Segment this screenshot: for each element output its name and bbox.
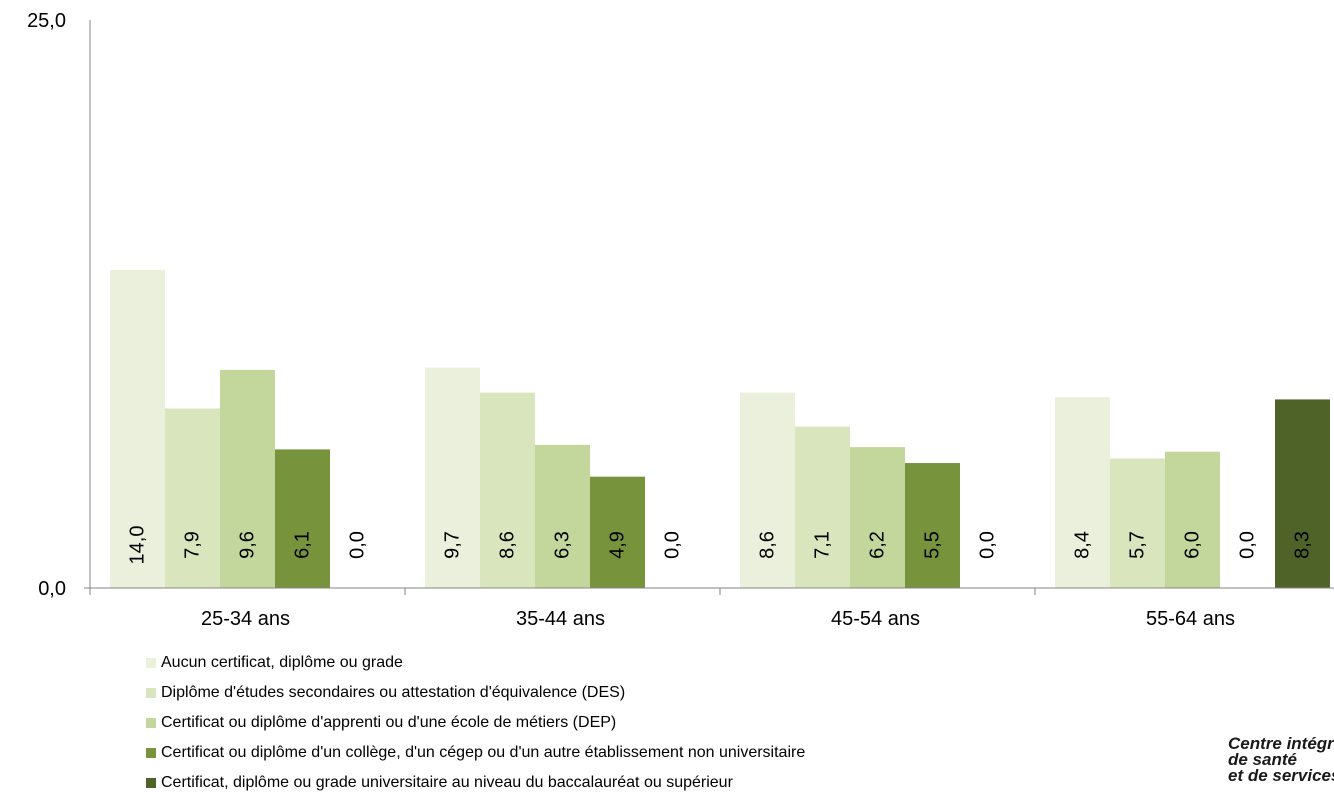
- legend-swatch: [146, 718, 156, 728]
- legend-label: Certificat, diplôme ou grade universitai…: [161, 774, 733, 791]
- legend: Aucun certificat, diplôme ou grade Diplôm…: [146, 648, 805, 798]
- legend-swatch: [146, 748, 156, 758]
- bar-1-2: [165, 408, 220, 588]
- y-tick-label: 0,0: [38, 578, 66, 600]
- bar-3-1: [740, 392, 795, 588]
- legend-item: Certificat ou diplôme d'apprenti ou d'un…: [146, 708, 805, 738]
- legend-item: Certificat ou diplôme d'un collège, d'un…: [146, 738, 805, 768]
- x-tick-label: 25-34 ans: [201, 608, 290, 630]
- bar-1-3: [220, 369, 275, 588]
- bar-value-label: 14,0: [127, 526, 149, 565]
- bar-3-2: [795, 426, 850, 588]
- bar-value-label: 6,2: [867, 531, 889, 559]
- bar-1-1: [110, 269, 165, 588]
- bar-3-4: [905, 463, 960, 588]
- legend-label: Certificat ou diplôme d'un collège, d'un…: [161, 744, 806, 761]
- legend-label: Aucun certificat, diplôme ou grade: [161, 654, 403, 671]
- bar-2-4: [590, 476, 645, 588]
- bar-4-2: [1110, 458, 1165, 588]
- bar-value-label: 0,0: [977, 531, 999, 559]
- bar-value-label: 5,5: [922, 531, 944, 559]
- legend-item: Aucun certificat, diplôme ou grade: [146, 648, 805, 678]
- legend-swatch: [146, 688, 156, 698]
- bar-value-label: 0,0: [1237, 531, 1259, 559]
- bar-value-label: 7,9: [182, 531, 204, 559]
- logo-line-3: et de services sociaux: [1228, 766, 1334, 785]
- bar-2-1: [425, 367, 480, 588]
- legend-label: Diplôme d'études secondaires ou attestat…: [161, 684, 626, 701]
- x-tick-label: 55-64 ans: [1146, 608, 1235, 630]
- legend-item: Diplôme d'études secondaires ou attestat…: [146, 678, 805, 708]
- bar-1-4: [275, 449, 330, 588]
- bar-value-label: 8,6: [497, 531, 519, 559]
- bar-chart: 14,0 9,7 8,6 8,4 7,9 8,6 7,1 5,7 9,6 6,3 6,2 6,0 6,1…: [27, 10, 1334, 630]
- legend-label: Certificat ou diplôme d'apprenti ou d'un…: [161, 714, 617, 731]
- y-tick-label: 25,0: [27, 10, 66, 32]
- bar-4-1: [1055, 397, 1110, 588]
- bar-value-label: 6,1: [292, 531, 314, 559]
- x-tick-label: 45-54 ans: [831, 608, 920, 630]
- bar-2-2: [480, 392, 535, 588]
- bar-value-label: 8,6: [757, 531, 779, 559]
- bar-4-5: [1275, 399, 1330, 588]
- bar-value-label: 0,0: [662, 531, 684, 559]
- bar-4-3: [1165, 451, 1220, 588]
- logo-line-2: de santé: [1228, 750, 1297, 769]
- data-labels-layer: 14,0 9,7 8,6 8,4 7,9 8,6 7,1 5,7 9,6 6,3 6,2 6,0 6,1…: [127, 526, 1314, 565]
- legend-swatch: [146, 778, 156, 788]
- organization-logo: Centre intégré de santé et de services s…: [1228, 736, 1334, 801]
- bar-value-label: 4,9: [607, 531, 629, 559]
- legend-item: Certificat, diplôme ou grade universitai…: [146, 768, 805, 798]
- legend-swatch: [146, 658, 156, 668]
- bar-value-label: 9,7: [442, 531, 464, 559]
- bars-layer: [110, 269, 1330, 588]
- bar-value-label: 7,1: [812, 531, 834, 559]
- bar-value-label: 8,4: [1072, 531, 1094, 559]
- axes-layer: 0,0 25,0 25-34 ans 35-44 ans 45-54 ans 55-64 …: [27, 10, 1334, 630]
- logo-line-1: Centre intégré: [1228, 736, 1334, 753]
- bar-value-label: 9,6: [237, 531, 259, 559]
- bar-value-label: 6,0: [1182, 531, 1204, 559]
- bar-value-label: 5,7: [1127, 531, 1149, 559]
- bar-value-label: 8,3: [1292, 531, 1314, 559]
- bar-3-3: [850, 447, 905, 588]
- bar-value-label: 6,3: [552, 531, 574, 559]
- x-tick-label: 35-44 ans: [516, 608, 605, 630]
- bar-2-3: [535, 444, 590, 588]
- bar-value-label: 0,0: [347, 531, 369, 559]
